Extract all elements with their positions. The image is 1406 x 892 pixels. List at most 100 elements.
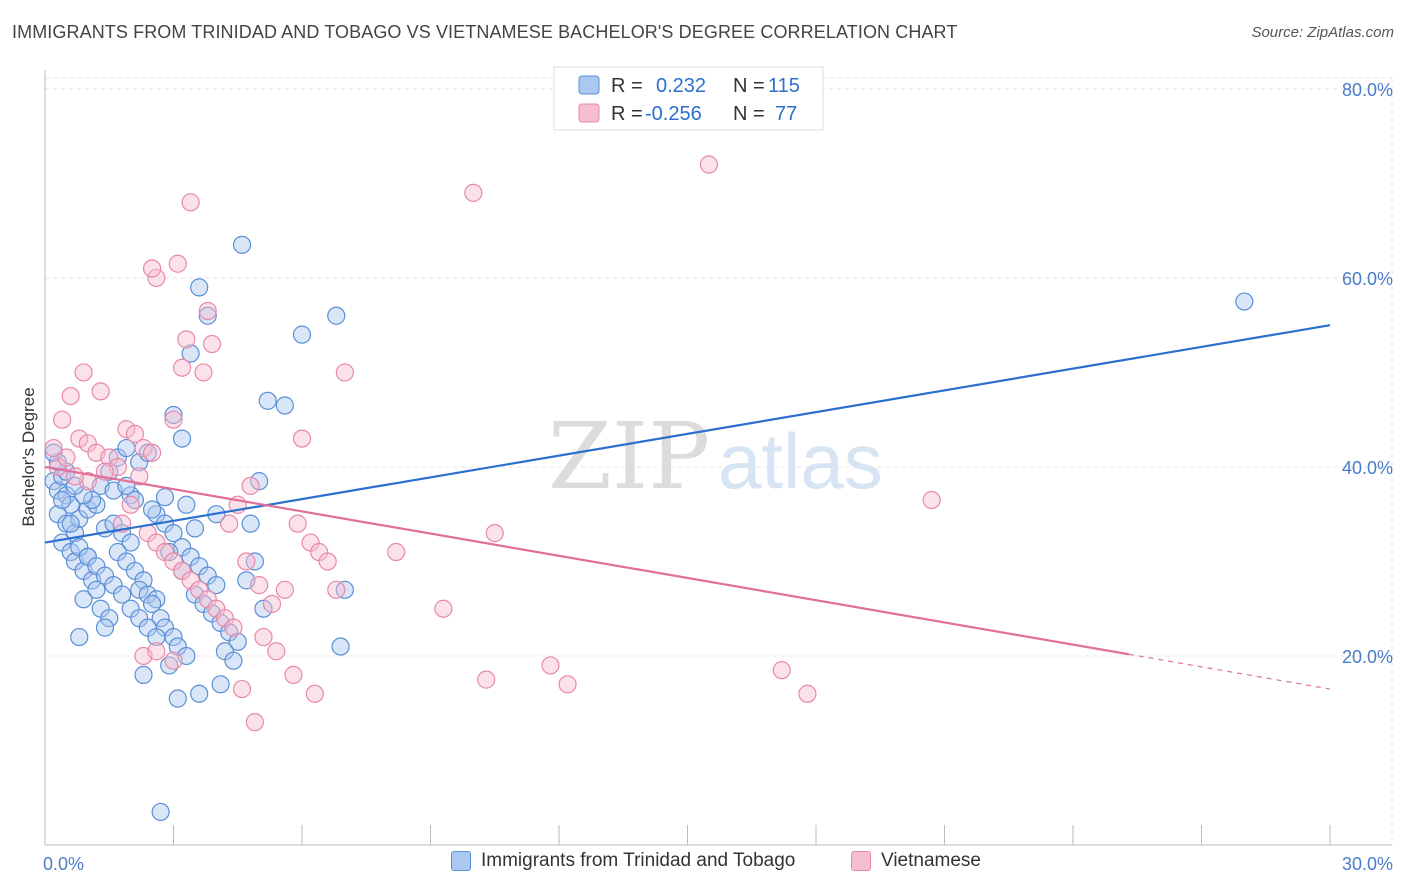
legend-r-value-1: 0.232	[656, 75, 706, 97]
bottom-legend-label-series2: Vietnamese	[881, 850, 981, 871]
legend-swatch-series2	[578, 103, 600, 123]
point-series1-69	[232, 235, 252, 254]
point-series1-18	[100, 609, 119, 628]
point-series1-1	[48, 481, 67, 500]
point-series2-15	[142, 443, 162, 462]
point-series2-53	[292, 429, 312, 448]
chart-source: Source: ZipAtlas.com	[1251, 24, 1394, 41]
point-series2-69	[922, 490, 941, 510]
point-series1-104	[190, 684, 209, 703]
point-series2-8	[74, 363, 93, 382]
point-series2-65	[558, 675, 577, 694]
point-series1-105	[211, 675, 230, 694]
point-series2-62	[464, 183, 483, 202]
point-series1-26	[121, 533, 140, 552]
point-series1-21	[78, 500, 97, 519]
point-series1-15	[87, 580, 106, 599]
point-series1-103	[168, 689, 187, 708]
point-series2-2	[57, 448, 76, 467]
point-series1-85	[83, 490, 102, 510]
point-series2-60	[387, 542, 406, 562]
point-series2-44	[250, 575, 269, 595]
point-series2-47	[288, 514, 307, 533]
point-series1-72	[258, 391, 277, 410]
point-series2-34	[198, 301, 217, 321]
x-tick-label-1: 30.0%	[1342, 854, 1393, 874]
point-series1-112	[155, 488, 175, 507]
point-series2-33	[181, 193, 200, 212]
point-series1-30	[134, 571, 153, 590]
point-series1-16	[74, 590, 93, 609]
point-series2-4	[61, 386, 80, 406]
watermark: ZIP atlas	[548, 403, 883, 510]
point-series2-52	[335, 363, 354, 382]
point-series2-61	[434, 599, 453, 618]
point-series2-17	[121, 495, 140, 514]
point-series1-106	[151, 802, 170, 822]
point-series2-9	[91, 382, 110, 401]
legend-n-label-1: N =	[733, 75, 765, 97]
trend-line-series1	[44, 324, 1331, 544]
point-series1-50	[164, 524, 183, 543]
point-series2-0	[44, 438, 63, 458]
legend-n-value-2: 77	[775, 103, 797, 125]
point-series1-75	[241, 514, 260, 533]
point-series2-64	[541, 656, 560, 675]
point-series1-19	[95, 618, 115, 637]
point-series1-89	[48, 453, 67, 472]
point-series2-5	[70, 429, 89, 448]
watermark-zip: ZIP	[548, 403, 710, 510]
point-series1-113	[1235, 292, 1254, 311]
legend-n-value-1: 115	[768, 75, 800, 97]
point-series1-74	[250, 472, 269, 491]
point-series2-30	[147, 268, 166, 288]
y-tick-label-2: 60.0%	[1342, 269, 1393, 289]
legend-r-value-2: -0.256	[645, 103, 702, 125]
point-series1-101	[147, 627, 166, 647]
bottom-legend-swatch-series1	[451, 851, 471, 871]
point-series2-50	[318, 552, 337, 571]
point-series1-63	[224, 651, 243, 670]
point-series2-3	[53, 410, 72, 429]
point-series1-82	[142, 500, 162, 519]
point-series2-66	[699, 155, 719, 174]
point-series1-70	[292, 325, 312, 344]
bottom-legend-swatch-series2	[851, 851, 871, 871]
point-series1-102	[134, 665, 153, 684]
chart-title: IMMIGRANTS FROM TRINIDAD AND TOBAGO VS V…	[12, 22, 958, 42]
point-series2-14	[134, 438, 153, 458]
point-series2-43	[237, 552, 256, 571]
point-series1-42	[100, 462, 119, 481]
point-series2-39	[164, 410, 183, 429]
point-series1-64	[172, 429, 192, 448]
y-tick-labels: 20.0% 40.0% 60.0% 80.0%	[1342, 80, 1393, 667]
point-series1-20	[70, 627, 89, 647]
point-series1-32	[138, 585, 157, 604]
trend-line-series2-extension	[1128, 653, 1331, 690]
point-series2-73	[164, 651, 183, 670]
point-series1-65	[164, 405, 183, 425]
point-series2-57	[305, 684, 324, 703]
point-series1-71	[327, 306, 346, 325]
point-series1-10	[61, 542, 80, 562]
point-series2-63	[485, 524, 504, 543]
point-series2-40	[241, 476, 260, 495]
x-tick-label-0: 0.0%	[43, 854, 84, 874]
bottom-legend: Immigrants from Trinidad and Tobago Viet…	[0, 850, 1406, 880]
point-series1-68	[190, 278, 209, 297]
point-series1-90	[53, 490, 72, 510]
legend-swatch-series1	[578, 75, 600, 95]
point-series1-78	[254, 599, 273, 618]
point-series1-79	[331, 637, 350, 656]
point-series2-54	[254, 627, 273, 647]
point-series2-13	[125, 424, 145, 443]
point-series2-45	[262, 594, 282, 614]
point-series2-42	[220, 514, 239, 533]
point-series1-66	[181, 344, 200, 363]
legend-r-label-1: R =	[611, 75, 643, 97]
trend-line-series2	[44, 465, 1129, 656]
y-axis-label: Bachelor's Degree	[19, 387, 38, 526]
point-series2-56	[284, 665, 303, 684]
legend-r-label-2: R =	[611, 103, 643, 125]
point-series1-0	[44, 472, 63, 491]
